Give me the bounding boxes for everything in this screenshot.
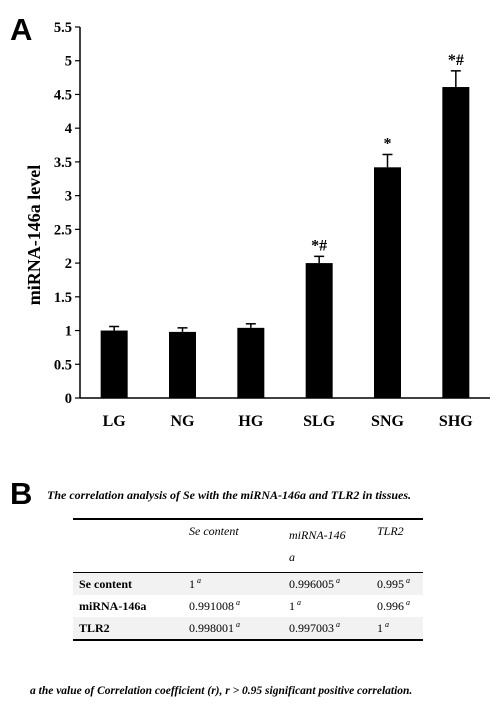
cell-superscript: a [383, 620, 389, 629]
cell-value: 1 [377, 621, 383, 635]
header-empty [73, 519, 183, 573]
cell-superscript: a [195, 576, 201, 585]
table-cell: 0.996 a [371, 595, 423, 617]
table-cell: 1 a [283, 595, 371, 617]
cell-superscript: a [404, 576, 410, 585]
y-tick-label: 3.5 [54, 155, 72, 171]
header-mirna: miRNA-146 a [289, 528, 346, 564]
bar [237, 327, 265, 398]
table-title: The correlation analysis of Se with the … [47, 488, 412, 502]
y-tick-label: 1.5 [54, 290, 72, 306]
y-tick-label: 3 [65, 189, 72, 205]
y-tick-label: 4.5 [54, 87, 72, 103]
table-cell: 0.991008 a [183, 595, 283, 617]
table-header-row: Se content miRNA-146 a TLR2 [73, 519, 423, 573]
bar [100, 330, 128, 398]
table-cell: 0.996005 a [283, 573, 371, 596]
y-axis: 0 0.5 1 1.5 2 2.5 3 3.5 4 4.5 5 5.5 [54, 20, 81, 407]
cell-value: 0.991008 [189, 599, 234, 613]
bar [305, 263, 333, 398]
x-tick-label: SLG [303, 413, 336, 430]
row-label: Se content [79, 576, 132, 591]
cell-value: 0.996005 [289, 577, 334, 591]
bars: *# * *# [100, 52, 470, 398]
y-tick-label: 0 [65, 391, 72, 407]
cell-value: 0.997003 [289, 621, 334, 635]
y-tick-label: 2 [65, 256, 72, 272]
y-tick-label: 0.5 [54, 357, 72, 373]
y-tick-label: 2.5 [54, 222, 72, 238]
bar [442, 87, 470, 398]
x-tick-label: SNG [371, 413, 404, 430]
y-tick-label: 1 [65, 324, 72, 340]
cell-value: 0.996 [377, 599, 404, 613]
table-cell: 1 a [183, 573, 283, 596]
header-tlr2: TLR2 [377, 524, 404, 538]
x-tick-label: LG [103, 413, 127, 430]
significance-label: *# [448, 52, 464, 69]
bar-chart: 0 0.5 1 1.5 2 2.5 3 3.5 4 4.5 5 5.5 *# * *# LG NG HG SLG… [24, 20, 490, 430]
x-axis: LG NG HG SLG SNG SHG [80, 397, 490, 430]
table-footnote: a the value of Correlation coefficient (… [30, 685, 413, 697]
header-se-content: Se content [189, 524, 239, 538]
y-tick-label: 5 [65, 54, 72, 70]
cell-superscript: a [334, 576, 340, 585]
significance-label: * [384, 135, 392, 152]
correlation-table: Se content miRNA-146 a TLR2 Se content 1 … [73, 518, 423, 641]
table-row: Se content 1 a 0.996005 a 0.995 a [73, 572, 423, 596]
cell-superscript: a [295, 598, 301, 607]
cell-superscript: a [234, 598, 240, 607]
cell-value: 1 [189, 577, 195, 591]
table-cell: 0.995 a [371, 573, 423, 596]
x-tick-label: SHG [439, 413, 473, 430]
cell-value: 0.998001 [189, 621, 234, 635]
bar [374, 167, 401, 398]
panel-a-label: A [10, 12, 33, 47]
cell-value: 1 [289, 599, 295, 613]
cell-value: 0.995 [377, 577, 404, 591]
row-label: TLR2 [79, 620, 110, 635]
y-tick-label: 5.5 [54, 20, 72, 36]
cell-superscript: a [404, 598, 410, 607]
table-cell: 0.998001 a [183, 617, 283, 640]
x-tick-label: HG [238, 413, 263, 430]
x-tick-label: NG [171, 413, 196, 430]
cell-superscript: a [334, 620, 340, 629]
bar [169, 331, 196, 398]
y-axis-label: miRNA-146a level [24, 165, 44, 305]
row-label: miRNA-146a [79, 598, 147, 613]
y-tick-label: 4 [65, 121, 72, 137]
table-cell: 0.997003 a [283, 617, 371, 640]
panel-b-label: B [10, 476, 33, 511]
cell-superscript: a [234, 620, 240, 629]
significance-label: *# [311, 237, 327, 254]
table-cell: 1 a [371, 617, 423, 640]
